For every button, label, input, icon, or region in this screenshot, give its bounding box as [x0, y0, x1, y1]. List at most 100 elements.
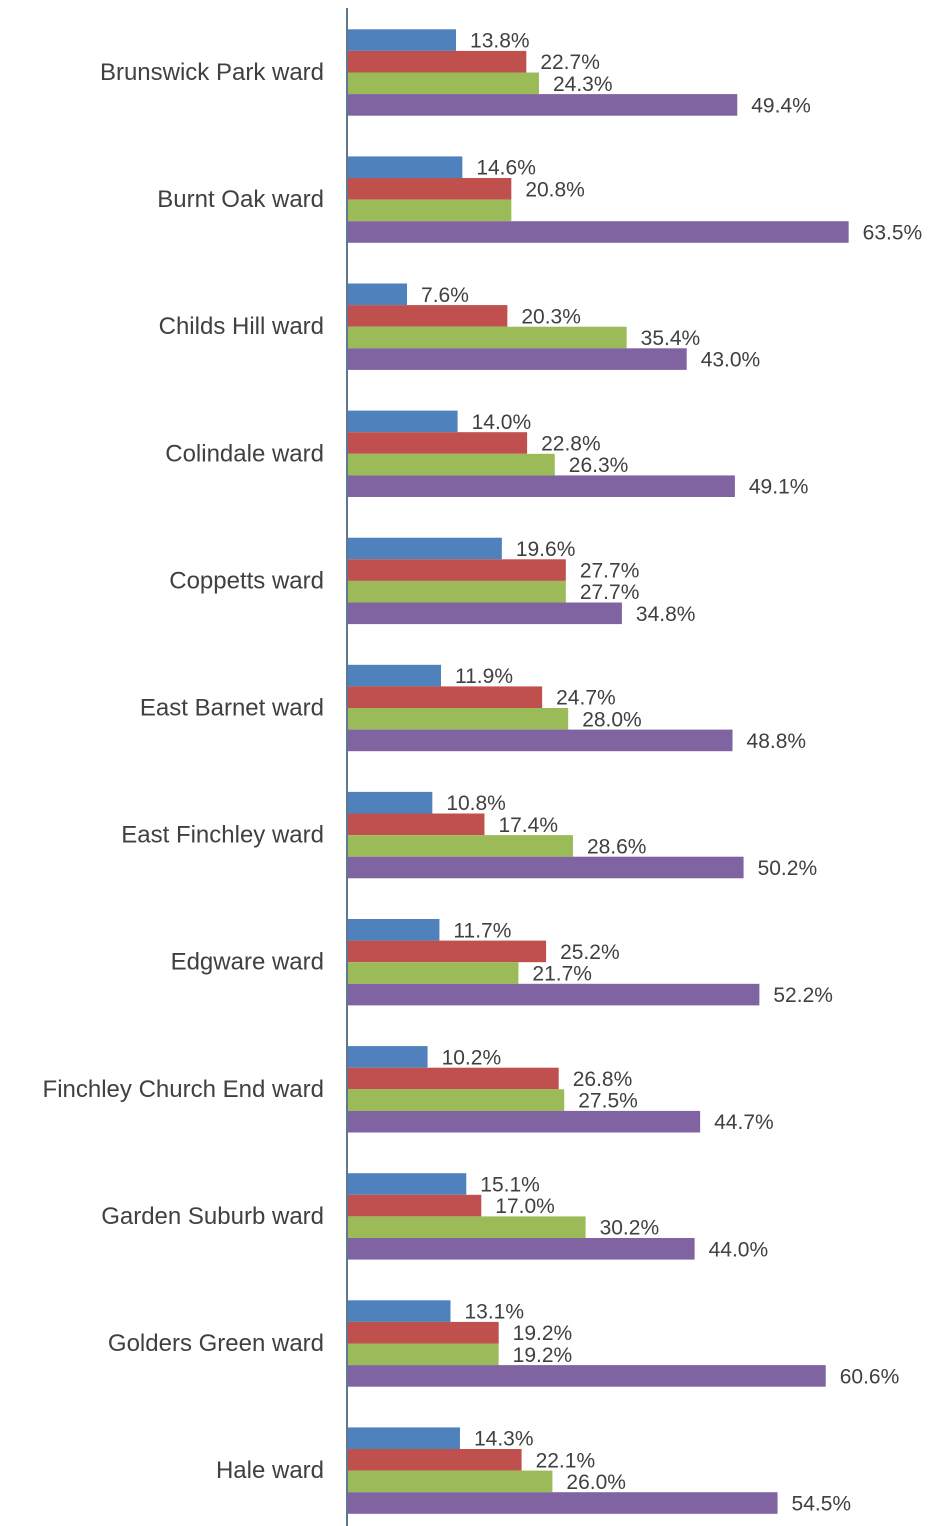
- bar: [347, 1470, 553, 1493]
- bar: [347, 580, 566, 603]
- category-label: Colindale ward: [165, 440, 324, 467]
- bar: [347, 283, 408, 306]
- data-label: 10.8%: [446, 792, 506, 815]
- data-label: 15.1%: [480, 1174, 540, 1197]
- bar: [347, 1449, 522, 1471]
- bar: [347, 178, 512, 200]
- data-label: 22.7%: [540, 51, 600, 74]
- category-label: East Barnet ward: [140, 695, 324, 722]
- bar: [347, 156, 463, 178]
- data-label: 44.0%: [709, 1238, 769, 1261]
- data-label: 11.9%: [455, 665, 513, 688]
- data-label: 24.7%: [556, 687, 616, 710]
- bar: [347, 602, 622, 625]
- bar: [347, 1238, 695, 1260]
- bar: [347, 1343, 499, 1366]
- data-label: 27.7%: [580, 581, 640, 604]
- bar: [347, 708, 569, 730]
- data-label: 35.4%: [641, 327, 701, 350]
- data-label: 25.2%: [560, 941, 620, 964]
- data-label: 21.7%: [532, 963, 592, 986]
- bar: [347, 50, 527, 73]
- data-label: 19.2%: [513, 1322, 573, 1345]
- bar: [347, 432, 528, 454]
- bar: [347, 686, 543, 708]
- bar: [347, 813, 485, 836]
- bar: [347, 537, 502, 560]
- bar: [347, 835, 573, 857]
- bar: [347, 1089, 565, 1111]
- data-label: 50.2%: [758, 857, 818, 880]
- bar: [347, 791, 433, 814]
- category-label: Garden Suburb ward: [101, 1203, 324, 1230]
- data-label: 26.0%: [566, 1471, 626, 1494]
- data-label: 20.3%: [521, 305, 581, 328]
- data-label: 19.6%: [516, 538, 576, 561]
- bar: [347, 1194, 482, 1217]
- data-label: 7.6%: [421, 284, 469, 307]
- data-label: 49.4%: [751, 94, 811, 117]
- bar: [347, 664, 442, 687]
- bar: [347, 729, 733, 752]
- data-label: 27.5%: [578, 1090, 638, 1113]
- bar: [347, 940, 547, 963]
- bar: [347, 305, 508, 327]
- data-label: 48.8%: [747, 730, 807, 753]
- bar: [347, 1492, 778, 1514]
- data-label: 14.6%: [476, 157, 536, 180]
- category-label: Edgware ward: [171, 949, 324, 976]
- bar: [347, 559, 566, 581]
- bar: [347, 453, 555, 476]
- bar: [347, 919, 440, 941]
- data-label: 26.3%: [569, 454, 629, 477]
- bar: [347, 1067, 559, 1090]
- data-label: 17.0%: [495, 1195, 555, 1218]
- data-label: 13.1%: [464, 1301, 524, 1324]
- data-label: 11.7%: [453, 919, 511, 942]
- category-label: Finchley Church End ward: [43, 1076, 324, 1103]
- data-label: 30.2%: [600, 1217, 660, 1240]
- data-label: 17.4%: [498, 814, 558, 837]
- bar: [347, 410, 458, 433]
- bar: [347, 1173, 467, 1195]
- data-label: 49.1%: [749, 476, 809, 499]
- data-label: 52.2%: [773, 984, 833, 1007]
- category-label: Childs Hill ward: [159, 313, 324, 340]
- category-label: Brunswick Park ward: [100, 59, 324, 86]
- category-label: Hale ward: [216, 1457, 324, 1484]
- bar: [347, 221, 849, 243]
- category-label: Burnt Oak ward: [157, 186, 324, 213]
- bar: [347, 29, 457, 51]
- data-label: 14.3%: [474, 1428, 534, 1451]
- bar: [347, 348, 687, 370]
- data-label: 22.8%: [541, 433, 601, 456]
- bar: [347, 1365, 826, 1387]
- bar: [347, 983, 760, 1006]
- data-label: 34.8%: [636, 603, 696, 626]
- category-label: Coppetts ward: [169, 567, 324, 594]
- bar: [347, 1216, 586, 1238]
- data-label: 44.7%: [714, 1111, 774, 1134]
- bar: [347, 1300, 451, 1322]
- data-label: 14.0%: [472, 411, 532, 434]
- data-label: 63.5%: [863, 222, 923, 245]
- data-label: 28.0%: [582, 708, 642, 731]
- data-label: 28.6%: [587, 835, 647, 858]
- data-label: 19.2%: [513, 1344, 573, 1367]
- bar: [347, 1046, 428, 1068]
- bar: [347, 1321, 499, 1344]
- data-label: 26.8%: [573, 1068, 633, 1091]
- bar: [347, 856, 744, 879]
- bar: [347, 326, 627, 349]
- bar: [347, 1427, 460, 1449]
- bar: [347, 72, 539, 95]
- data-label: 20.8%: [525, 178, 585, 201]
- bar: [347, 199, 512, 222]
- data-label: 13.8%: [470, 30, 530, 53]
- bar: [347, 1110, 701, 1133]
- data-label: 43.0%: [701, 349, 761, 372]
- bar: [347, 475, 735, 497]
- data-label: 22.1%: [536, 1449, 596, 1472]
